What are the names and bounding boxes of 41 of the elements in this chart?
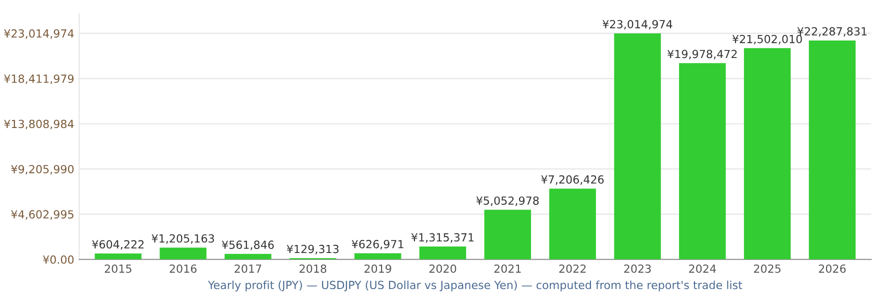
data-label: ¥626,971 [352, 240, 404, 250]
y-tick-label: ¥23,014,974 [4, 29, 74, 39]
bar [679, 63, 726, 260]
x-tick-label: 2020 [429, 264, 456, 273]
data-label: ¥22,287,831 [797, 27, 867, 37]
data-label: ¥1,315,371 [411, 233, 474, 243]
data-label: ¥7,206,426 [541, 175, 604, 185]
data-label: ¥19,978,472 [668, 50, 737, 60]
bar [160, 248, 206, 260]
data-label: ¥23,014,974 [602, 20, 672, 30]
x-tick-label: 2023 [624, 264, 651, 273]
data-label: ¥561,846 [222, 240, 274, 250]
data-label: ¥1,205,163 [152, 234, 214, 244]
bar [224, 254, 272, 260]
bar [549, 188, 596, 260]
x-axis-title: Yearly profit (JPY) — USDJPY (US Dollar vs Japanese Yen) — computed from the report's trade list [208, 280, 742, 292]
x-tick-label: 2019 [364, 264, 392, 273]
bar [808, 40, 856, 260]
bar [744, 48, 791, 260]
x-tick-label: 2022 [559, 264, 586, 273]
x-tick-label: 2016 [170, 264, 197, 273]
bar [419, 246, 466, 260]
x-tick-label: 2026 [818, 264, 846, 273]
y-tick-label: ¥9,205,990 [11, 164, 74, 174]
y-tick-label: ¥18,411,979 [4, 74, 74, 84]
data-label: ¥129,313 [286, 244, 339, 254]
data-label: ¥5,052,978 [476, 196, 539, 206]
x-tick-label: 2015 [104, 264, 132, 273]
bar [484, 210, 532, 260]
bar [94, 253, 142, 260]
x-tick-label: 2021 [494, 264, 521, 273]
data-label: ¥21,502,010 [732, 34, 802, 44]
bar [614, 33, 661, 260]
y-tick-label: ¥13,808,984 [4, 120, 74, 130]
x-tick-label: 2024 [689, 264, 716, 273]
data-label: ¥604,222 [92, 240, 144, 250]
x-tick-label: 2018 [300, 264, 326, 273]
x-tick-label: 2025 [754, 264, 780, 273]
y-tick-label: ¥4,602,995 [11, 210, 74, 220]
y-tick-label: ¥0.00 [42, 255, 74, 264]
x-tick-label: 2017 [234, 264, 262, 273]
